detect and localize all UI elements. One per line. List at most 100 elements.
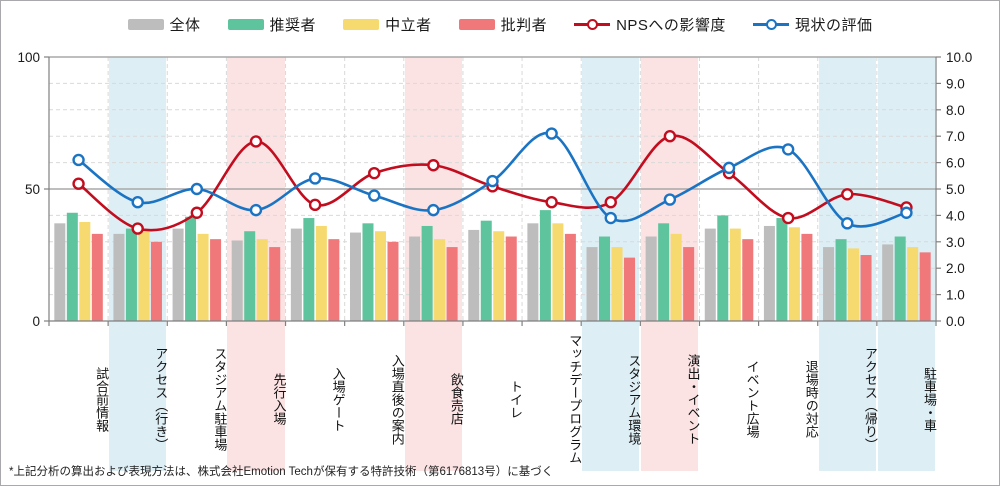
legend-item: 現状の評価 — [752, 14, 873, 35]
data-point-marker — [368, 166, 381, 180]
data-point-marker — [663, 129, 677, 143]
bar — [125, 228, 137, 321]
legend-item: NPSへの影響度 — [574, 14, 726, 35]
x-axis-label: 演出・イベント — [685, 353, 701, 445]
data-point-marker — [308, 172, 322, 185]
data-point-marker — [604, 195, 617, 209]
bar — [256, 239, 268, 321]
bar — [150, 241, 162, 321]
bar — [79, 222, 91, 321]
bar — [670, 233, 682, 321]
y-axis-right-label: 3.0 — [946, 235, 965, 250]
data-point-marker — [663, 193, 677, 206]
bar — [624, 257, 636, 321]
legend-item: 推奨者 — [227, 14, 317, 35]
x-axis-label: 試合前情報 — [94, 366, 110, 432]
bar — [210, 239, 222, 321]
data-point-marker — [190, 182, 204, 196]
legend-item: 中立者 — [343, 14, 432, 35]
bar — [848, 248, 860, 321]
bar — [113, 233, 125, 321]
bar — [409, 236, 421, 321]
bar — [231, 240, 243, 321]
y-axis-right-label: 4.0 — [946, 208, 965, 223]
bar — [717, 215, 729, 321]
y-axis-left-label: 0 — [32, 314, 40, 329]
bar — [564, 233, 576, 321]
legend-label: NPSへの影響度 — [616, 16, 726, 34]
y-axis-left-label: 100 — [17, 50, 40, 65]
bar — [683, 247, 695, 321]
bar — [421, 225, 433, 321]
data-point-marker — [249, 135, 263, 148]
bar — [586, 247, 598, 321]
bar — [269, 247, 281, 321]
y-axis-right-label: 9.0 — [946, 76, 965, 91]
footnote: *上記分析の算出および表現方法は、株式会社Emotion Techが保有する特許… — [9, 466, 554, 478]
x-axis-label: 入場直後の案内 — [389, 353, 405, 445]
data-point-marker — [427, 203, 440, 217]
bar — [907, 247, 919, 321]
data-point-marker — [249, 203, 263, 217]
bar — [835, 239, 847, 321]
chart-legend: 全体 推奨者 中立者 批判者 NPSへの影響度 現状の評価 — [1, 9, 999, 39]
bar — [172, 228, 184, 321]
bar — [505, 236, 517, 321]
bar — [468, 229, 480, 321]
data-point-marker — [190, 206, 204, 219]
data-point-marker — [131, 222, 144, 235]
x-axis-label: 入場ゲート — [330, 366, 346, 432]
legend-label: 中立者 — [385, 16, 432, 34]
bar — [66, 212, 78, 321]
bar — [823, 247, 835, 321]
data-point-marker — [72, 177, 85, 190]
bar — [801, 233, 813, 321]
bar — [776, 218, 788, 321]
bar — [446, 247, 458, 321]
bar — [552, 223, 564, 321]
legend-label: 全体 — [169, 16, 201, 34]
y-axis-left-label: 50 — [25, 182, 40, 197]
legend-swatch-icon — [343, 18, 380, 30]
bar — [763, 225, 775, 321]
y-axis-right-label: 5.0 — [946, 182, 965, 197]
bar — [290, 228, 302, 321]
data-point-marker — [545, 195, 558, 209]
bar — [645, 236, 657, 321]
bar — [315, 225, 327, 321]
x-axis-label: 駐車場・車 — [921, 366, 937, 432]
bar — [788, 227, 800, 321]
bar — [185, 216, 197, 321]
legend-line-marker-icon — [752, 17, 789, 31]
bar — [882, 244, 894, 321]
bar — [658, 223, 670, 321]
bar — [54, 223, 66, 321]
bar — [860, 255, 872, 321]
bar — [493, 231, 505, 321]
bar — [611, 247, 623, 321]
bar — [387, 241, 399, 321]
bar — [527, 223, 539, 321]
legend-label: 現状の評価 — [794, 16, 873, 34]
bar — [894, 236, 906, 321]
bar — [197, 233, 209, 321]
bar — [919, 252, 931, 321]
data-point-marker — [841, 188, 854, 201]
bar — [362, 223, 374, 321]
data-point-marker — [841, 217, 854, 230]
x-axis-label: イベント広場 — [744, 360, 760, 438]
x-axis-label: トイレ — [508, 379, 524, 419]
bar — [480, 220, 492, 321]
data-point-marker — [604, 211, 617, 225]
data-point-marker — [131, 195, 144, 209]
data-point-marker — [900, 206, 913, 219]
bar — [729, 228, 741, 321]
legend-circle-marker-icon — [587, 19, 599, 30]
bar — [539, 210, 551, 321]
bar — [434, 239, 446, 321]
x-axis-label: 先行入場 — [271, 373, 287, 425]
legend-item: 批判者 — [458, 14, 548, 35]
y-axis-right-label: 0.0 — [946, 314, 965, 329]
